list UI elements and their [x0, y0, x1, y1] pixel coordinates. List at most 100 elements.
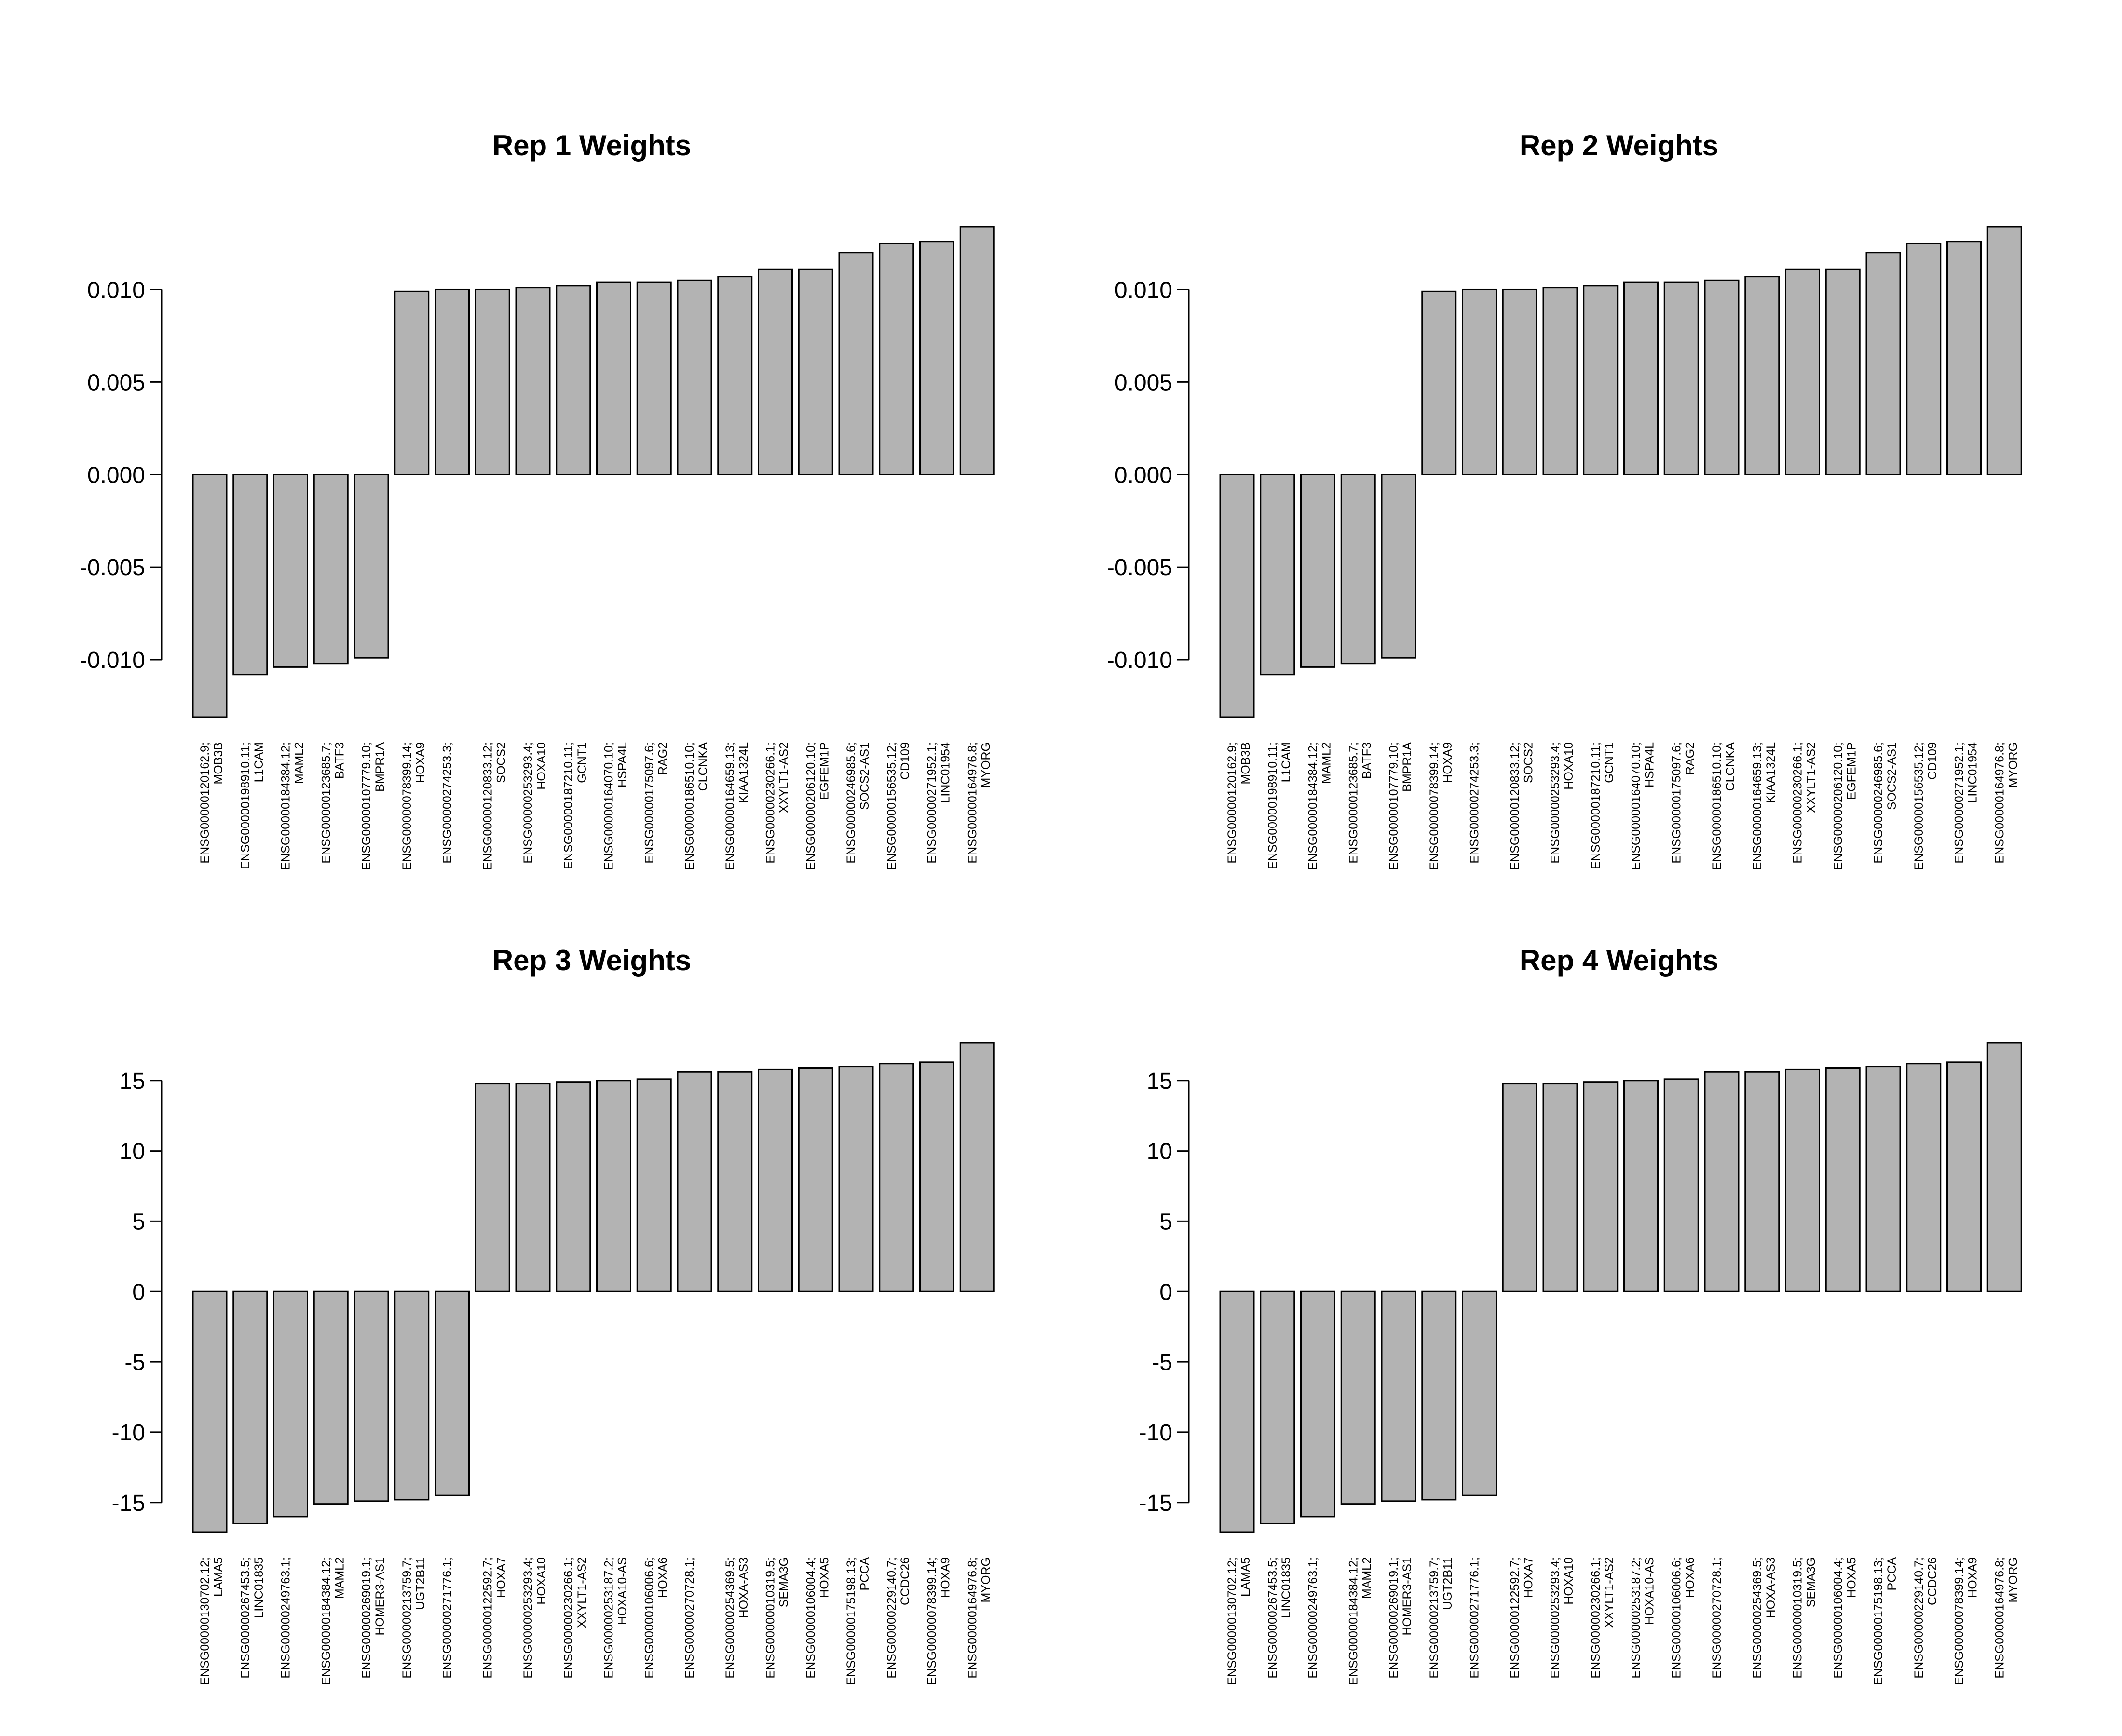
category-gene: SOCS2-AS1 — [858, 742, 871, 810]
bar — [717, 276, 753, 475]
category-id: ENSG00000186510.10; — [683, 742, 696, 870]
category-label: ENSG00000184384.12;MAML2 — [1306, 742, 1333, 870]
y-tick-label: -10 — [1139, 1420, 1172, 1446]
category-label: ENSG00000253187.2;HOXA10-AS — [1630, 1557, 1657, 1679]
category-id: ENSG00000106004.4; — [804, 1557, 817, 1679]
category-id: ENSG00000078399.14; — [925, 1557, 939, 1685]
bar — [758, 1068, 793, 1292]
category-id: ENSG00000010319.5; — [764, 1557, 777, 1679]
bar — [1502, 288, 1537, 475]
category-label: ENSG00000187210.11;GCNT1 — [562, 742, 589, 869]
category-gene: HOXA10 — [1562, 1557, 1576, 1605]
category-gene: HOXA7 — [1522, 1557, 1535, 1598]
category-label: ENSG00000120162.9;MOB3B — [198, 742, 225, 864]
panel-rep-4: Rep 4 Weights -15 -10 -5 0 5 10 15 ENSG0000013… — [1139, 944, 2022, 1685]
category-label: ENSG00000229140.7;CCDC26 — [1912, 1557, 1939, 1679]
category-gene: HOXA6 — [656, 1557, 669, 1598]
category-gene: HOXA9 — [414, 742, 427, 783]
bar — [879, 1063, 914, 1292]
category-label: ENSG00000130702.12;LAMA5 — [1225, 1557, 1252, 1685]
bar — [1421, 1290, 1457, 1501]
category-gene: GCNT1 — [1603, 742, 1616, 783]
category-id: ENSG00000229140.7; — [885, 1557, 898, 1679]
category-gene: BATF3 — [1360, 742, 1374, 779]
bar — [1825, 268, 1861, 475]
y-tick-label: -10 — [112, 1420, 145, 1446]
category-label: ENSG00000164070.10;HSPA4L — [602, 742, 629, 870]
category-id: ENSG00000122592.7; — [481, 1557, 494, 1679]
y-tick-label: -15 — [1139, 1491, 1172, 1516]
bar — [435, 1290, 470, 1496]
bar — [1785, 1068, 1820, 1292]
category-id: ENSG00000246985.6; — [1872, 742, 1885, 864]
category-gene: LINC01835 — [1279, 1557, 1293, 1618]
category-id: ENSG00000271776.1; — [1468, 1557, 1482, 1679]
category-gene: MAML2 — [293, 742, 306, 784]
category-label: ENSG00000078399.14;HOXA9 — [400, 742, 427, 870]
bar — [232, 474, 268, 676]
category-id: ENSG00000078399.14; — [1428, 742, 1441, 870]
category-id: ENSG00000213759.7; — [400, 1557, 414, 1679]
category-id: ENSG00000164976.8; — [966, 1557, 979, 1679]
bars — [192, 226, 995, 718]
category-label: ENSG00000106004.4;HOXA5 — [804, 1557, 831, 1679]
category-id: ENSG00000271776.1; — [441, 1557, 454, 1679]
category-gene: MYORG — [2006, 742, 2020, 787]
category-label: ENSG00000246985.6;SOCS2-AS1 — [844, 742, 871, 864]
y-tick-label: -5 — [1152, 1350, 1172, 1375]
category-label: ENSG00000269019.1;HOMER3-AS1 — [1387, 1557, 1414, 1679]
category-label: ENSG00000184384.12;MAML2 — [279, 742, 306, 870]
category-id: ENSG00000120162.9; — [1225, 742, 1239, 864]
category-label: ENSG00000213759.7;UGT2B11 — [1428, 1557, 1455, 1679]
category-label: ENSG00000269019.1;HOMER3-AS1 — [360, 1557, 387, 1679]
category-label: ENSG00000120162.9;MOB3B — [1225, 742, 1252, 864]
y-tick-label: 0 — [1159, 1279, 1172, 1305]
y-tick-label: 0.005 — [87, 370, 145, 395]
category-id: ENSG00000187210.11; — [562, 742, 575, 869]
category-gene: SEMA3G — [777, 1557, 791, 1607]
category-label: ENSG00000156535.12;CD109 — [885, 742, 912, 870]
category-gene: LINC01954 — [939, 742, 952, 803]
category-id: ENSG00000270728.1; — [683, 1557, 696, 1679]
category-label: ENSG00000271952.1;LINC01954 — [925, 742, 952, 864]
category-gene: CD109 — [898, 742, 912, 780]
bar — [879, 243, 914, 475]
category-id: ENSG00000184384.12; — [1306, 742, 1320, 870]
category-label: ENSG00000164976.8;MYORG — [1993, 1557, 2020, 1679]
category-gene: SOCS2 — [1522, 742, 1535, 783]
category-gene: GCNT1 — [575, 742, 589, 783]
category-gene: LAMA5 — [1239, 1557, 1252, 1597]
bar — [1219, 1290, 1255, 1533]
bar — [959, 226, 995, 475]
category-id: ENSG00000213759.7; — [1428, 1557, 1441, 1679]
y-tick-label: 0 — [132, 1279, 145, 1305]
category-id: ENSG00000184384.12; — [319, 1557, 333, 1685]
category-labels: ENSG00000120162.9;MOB3B ENSG00000198910.1… — [198, 742, 993, 870]
category-label: ENSG00000184384.12;MAML2 — [319, 1557, 346, 1685]
category-gene: MAML2 — [1360, 1557, 1374, 1599]
bar — [313, 1290, 349, 1505]
bar — [1260, 1290, 1295, 1524]
bar — [394, 290, 430, 475]
category-gene: HOXA10-AS — [1643, 1557, 1657, 1625]
bar — [192, 474, 228, 718]
category-gene: XXYLT1-AS2 — [575, 1557, 589, 1628]
category-label: ENSG00000010319.5;SEMA3G — [1791, 1557, 1818, 1679]
category-gene: UGT2B11 — [414, 1557, 427, 1610]
bar — [1462, 1290, 1497, 1496]
category-labels: ENSG00000130702.12;LAMA5 ENSG00000267453.… — [198, 1557, 993, 1685]
bar — [515, 1083, 551, 1292]
category-gene: UGT2B11 — [1441, 1557, 1455, 1610]
category-label: ENSG00000254369.5;HOXA-AS3 — [1751, 1557, 1778, 1679]
category-id: ENSG00000186510.10; — [1710, 742, 1724, 870]
category-id: ENSG00000010319.5; — [1791, 1557, 1805, 1679]
category-id: ENSG00000253293.4; — [1549, 1557, 1562, 1679]
category-id: ENSG00000130702.12; — [1225, 1557, 1239, 1685]
panel-title: Rep 2 Weights — [1520, 129, 1718, 162]
category-gene: MAML2 — [1320, 742, 1333, 784]
category-label: ENSG00000123685.7;BATF3 — [319, 742, 346, 864]
bar — [1825, 1067, 1861, 1292]
category-id: ENSG00000106004.4; — [1831, 1557, 1845, 1679]
category-id: ENSG00000123685.7; — [1347, 742, 1360, 864]
category-label: ENSG00000164070.10;HSPA4L — [1630, 742, 1657, 870]
